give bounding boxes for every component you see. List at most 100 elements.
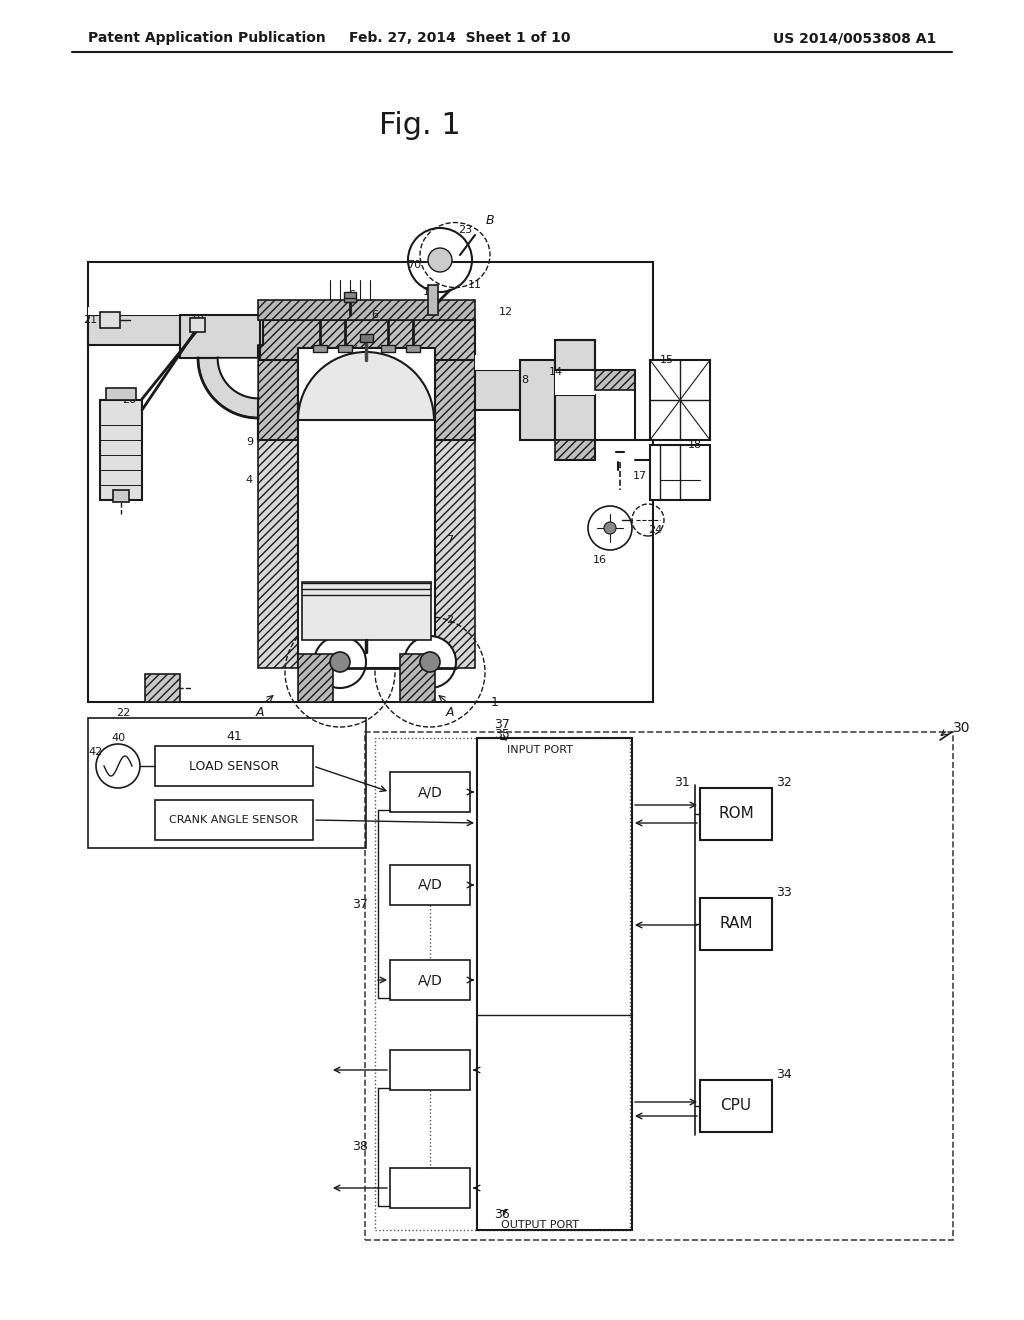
- Bar: [700, 788, 772, 840]
- Text: 14: 14: [549, 367, 563, 378]
- Text: A/D: A/D: [418, 785, 442, 799]
- Text: Feb. 27, 2014  Sheet 1 of 10: Feb. 27, 2014 Sheet 1 of 10: [349, 30, 570, 45]
- Bar: [365, 733, 953, 1239]
- Bar: [88, 261, 653, 702]
- Bar: [435, 350, 475, 440]
- Text: 15: 15: [660, 355, 674, 366]
- Text: 6: 6: [348, 290, 355, 300]
- Text: 21: 21: [83, 315, 97, 325]
- Bar: [381, 345, 395, 352]
- Bar: [155, 746, 313, 785]
- Text: 4: 4: [246, 475, 253, 484]
- Text: INPUT PORT: INPUT PORT: [507, 744, 573, 755]
- Text: CPU: CPU: [721, 1098, 752, 1114]
- Text: 40: 40: [111, 733, 125, 743]
- Text: 30: 30: [953, 721, 971, 735]
- Text: 7: 7: [446, 535, 454, 545]
- Text: 35: 35: [494, 729, 510, 742]
- Circle shape: [420, 652, 440, 672]
- Text: US 2014/0053808 A1: US 2014/0053808 A1: [773, 30, 936, 45]
- Text: RAM: RAM: [719, 916, 753, 932]
- Bar: [650, 445, 710, 500]
- Bar: [700, 898, 772, 950]
- Text: ROM: ROM: [718, 807, 754, 821]
- Bar: [390, 1049, 470, 1090]
- Text: 11: 11: [468, 280, 482, 290]
- Text: 32: 32: [776, 776, 792, 788]
- Text: CRANK ANGLE SENSOR: CRANK ANGLE SENSOR: [169, 814, 299, 825]
- Text: 8: 8: [373, 366, 380, 375]
- Text: Patent Application Publication: Patent Application Publication: [88, 30, 326, 45]
- Bar: [390, 960, 470, 1001]
- Bar: [700, 1080, 772, 1133]
- Bar: [298, 348, 435, 668]
- Text: A/D: A/D: [418, 973, 442, 987]
- Bar: [258, 350, 298, 440]
- Bar: [428, 285, 438, 315]
- Bar: [344, 292, 356, 302]
- Bar: [302, 582, 431, 640]
- Bar: [520, 360, 555, 440]
- Bar: [360, 334, 373, 342]
- Bar: [106, 388, 136, 400]
- Bar: [100, 312, 120, 327]
- Text: 5: 5: [306, 554, 313, 565]
- Bar: [475, 370, 555, 411]
- Text: 34: 34: [776, 1068, 792, 1081]
- Text: 38: 38: [352, 1140, 368, 1154]
- Bar: [555, 440, 595, 459]
- Text: Fig. 1: Fig. 1: [379, 111, 461, 140]
- Text: 36: 36: [495, 1209, 510, 1221]
- Bar: [477, 738, 632, 1230]
- Text: Y: Y: [350, 345, 356, 355]
- Bar: [375, 738, 630, 1230]
- Text: 8: 8: [521, 375, 528, 385]
- Text: 20: 20: [122, 395, 136, 405]
- Bar: [190, 318, 205, 333]
- Bar: [400, 653, 435, 702]
- Bar: [555, 395, 595, 440]
- Text: 37: 37: [352, 898, 368, 911]
- Bar: [258, 319, 475, 360]
- Bar: [390, 865, 470, 906]
- Bar: [180, 315, 260, 358]
- Bar: [390, 772, 470, 812]
- Text: 1: 1: [492, 696, 499, 709]
- Circle shape: [428, 248, 452, 272]
- Text: 17: 17: [633, 471, 647, 480]
- Bar: [555, 341, 595, 370]
- Bar: [298, 653, 333, 702]
- Bar: [155, 800, 313, 840]
- Text: 19: 19: [190, 315, 205, 325]
- Circle shape: [404, 636, 456, 688]
- Text: B: B: [485, 214, 495, 227]
- Bar: [555, 370, 595, 395]
- Wedge shape: [218, 358, 258, 399]
- Bar: [338, 345, 352, 352]
- Text: A: A: [256, 706, 264, 719]
- Text: 37: 37: [494, 718, 510, 730]
- Text: 16: 16: [593, 554, 607, 565]
- Bar: [88, 308, 263, 315]
- Text: 33: 33: [776, 886, 792, 899]
- Bar: [100, 400, 142, 500]
- Bar: [650, 360, 710, 440]
- Text: 23: 23: [458, 224, 472, 235]
- Bar: [145, 675, 180, 702]
- Circle shape: [314, 636, 366, 688]
- Text: LOAD SENSOR: LOAD SENSOR: [189, 759, 280, 772]
- Circle shape: [604, 521, 616, 535]
- Text: 9: 9: [246, 437, 253, 447]
- Wedge shape: [198, 358, 258, 418]
- Wedge shape: [298, 352, 434, 420]
- Bar: [258, 348, 298, 668]
- Bar: [390, 1168, 470, 1208]
- Text: 6: 6: [372, 310, 379, 319]
- Text: 2: 2: [446, 615, 454, 624]
- Bar: [88, 718, 366, 847]
- Text: 31: 31: [674, 776, 690, 788]
- Bar: [435, 348, 475, 668]
- Text: 42: 42: [88, 747, 102, 756]
- Bar: [595, 370, 635, 389]
- Text: 41: 41: [226, 730, 242, 742]
